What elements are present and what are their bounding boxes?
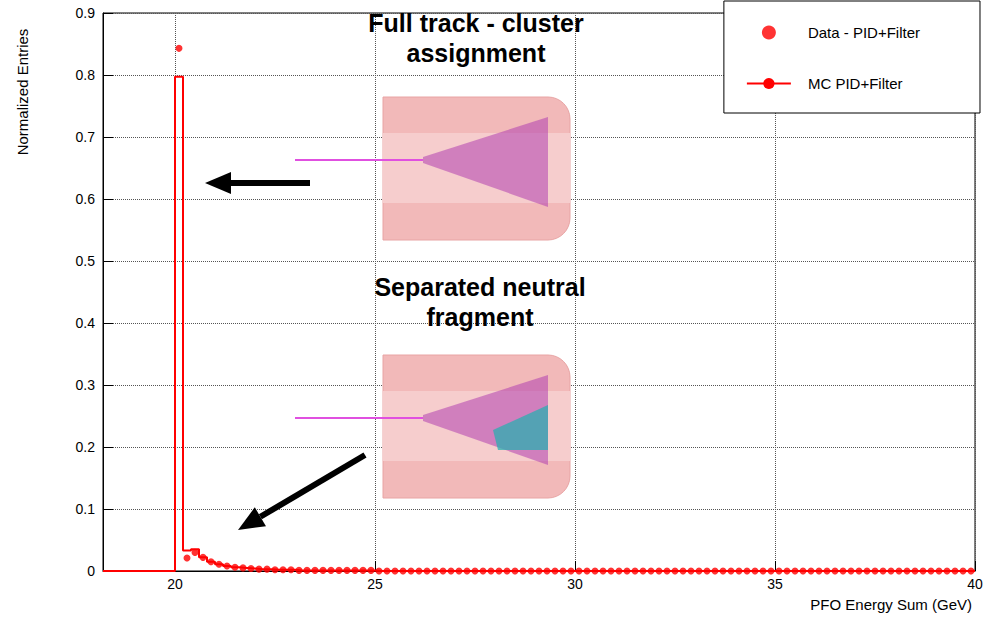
svg-text:0: 0 [87,563,95,579]
svg-text:0.4: 0.4 [76,315,96,331]
svg-text:0.3: 0.3 [76,377,96,393]
svg-text:assignment: assignment [407,39,547,67]
svg-text:0.9: 0.9 [76,5,96,21]
svg-text:0.8: 0.8 [76,67,96,83]
svg-text:25: 25 [367,576,383,592]
svg-text:Separated neutral: Separated neutral [374,273,585,301]
svg-text:PFO Energy Sum (GeV): PFO Energy Sum (GeV) [810,596,972,613]
svg-text:20: 20 [167,576,183,592]
svg-text:fragment: fragment [427,303,535,331]
svg-text:Normalized Entries: Normalized Entries [14,29,31,156]
svg-text:Data - PID+Filter: Data - PID+Filter [808,24,920,41]
svg-text:0.2: 0.2 [76,439,96,455]
svg-text:MC PID+Filter: MC PID+Filter [808,75,903,92]
svg-text:40: 40 [967,576,983,592]
svg-text:0.6: 0.6 [76,191,96,207]
svg-text:30: 30 [567,576,583,592]
svg-text:0.1: 0.1 [76,501,96,517]
svg-text:0.5: 0.5 [76,253,96,269]
svg-text:Full track - cluster: Full track - cluster [368,9,584,37]
svg-text:0.7: 0.7 [76,129,96,145]
svg-text:35: 35 [767,576,783,592]
